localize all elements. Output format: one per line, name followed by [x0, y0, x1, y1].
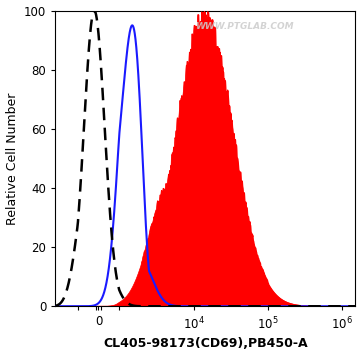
X-axis label: CL405-98173(CD69),PB450-A: CL405-98173(CD69),PB450-A: [103, 337, 308, 350]
Y-axis label: Relative Cell Number: Relative Cell Number: [5, 92, 18, 225]
Text: WWW.PTGLAB.COM: WWW.PTGLAB.COM: [195, 22, 294, 31]
